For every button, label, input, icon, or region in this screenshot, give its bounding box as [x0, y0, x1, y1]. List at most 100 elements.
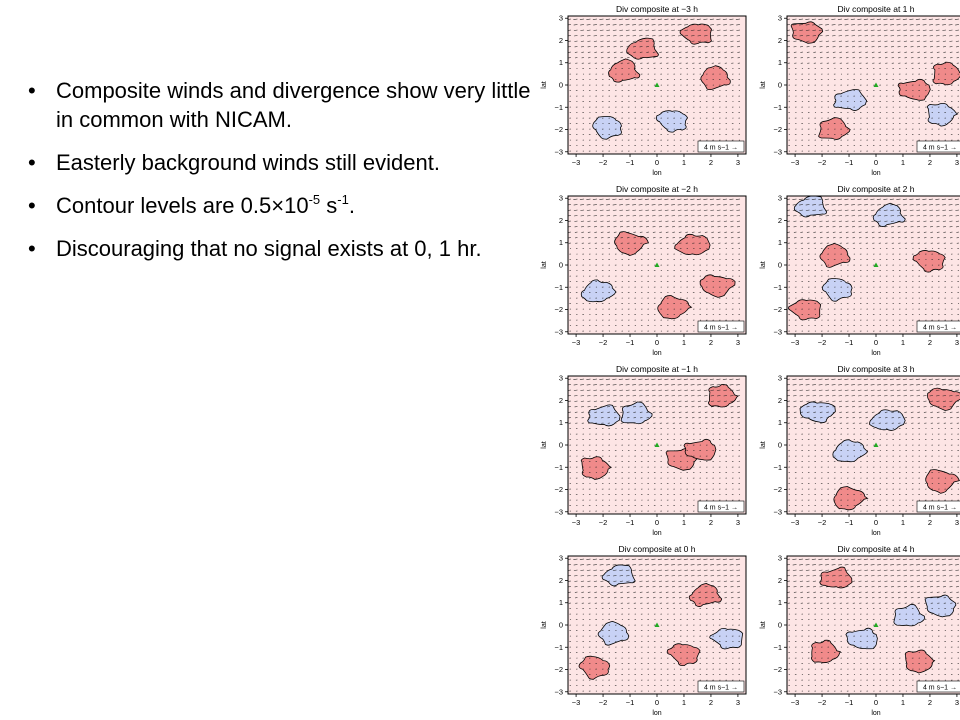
bullet-item: • Easterly background winds still evident… [22, 148, 532, 177]
div-composite-panel: Div composite at 3 h −3 −2 −1 0 1 2 3 3 2 1 0 −1 −2 −3… [757, 362, 960, 538]
x-tick-label: −2 [818, 698, 827, 707]
y-tick-label: 3 [559, 194, 563, 203]
x-tick-label: 2 [709, 518, 713, 527]
y-tick-label: 3 [778, 554, 782, 563]
vector-key-label: 4 m s−1 → [704, 325, 738, 332]
y-tick-label: 2 [778, 396, 782, 405]
wind-vectors [787, 198, 960, 332]
y-tick-label: 2 [559, 36, 563, 45]
center-marker-icon [654, 262, 660, 267]
wind-vectors [787, 18, 960, 152]
y-tick-label: 3 [559, 14, 563, 23]
bullet-list: • Composite winds and divergence show ver… [22, 76, 532, 277]
convergence-contour [688, 582, 723, 607]
wind-vectors [787, 378, 960, 512]
x-tick-label: 1 [682, 698, 686, 707]
y-tick-label: 0 [559, 621, 563, 630]
vector-key-label: 4 m s−1 → [923, 145, 957, 152]
vector-key-box [916, 680, 960, 693]
y-axis-label: lat [541, 441, 548, 448]
panel-title: Div composite at 2 h [837, 184, 914, 194]
x-tick-label: 2 [928, 698, 932, 707]
y-axis-label: lat [541, 81, 548, 88]
x-tick-label: −3 [791, 338, 800, 347]
vector-key-label: 4 m s−1 → [923, 505, 957, 512]
y-tick-label: 1 [778, 58, 782, 67]
panel-title: Div composite at 0 h [618, 544, 695, 554]
y-tick-label: −1 [554, 463, 563, 472]
x-tick-label: 1 [901, 518, 905, 527]
x-tick-label: −1 [626, 698, 635, 707]
convergence-contour [925, 469, 960, 494]
y-tick-label: −2 [554, 125, 563, 134]
convergence-contour [679, 23, 712, 45]
convergence-contour [818, 117, 851, 140]
x-tick-label: 3 [736, 158, 740, 167]
y-tick-label: 3 [559, 374, 563, 383]
y-tick-label: −1 [554, 283, 563, 292]
y-tick-label: 2 [559, 216, 563, 225]
y-axis-label: lat [760, 261, 767, 268]
x-tick-label: 2 [928, 338, 932, 347]
panel-svg: Div composite at 4 h −3 −2 −1 0 1 2 3 3 2 1 0 −1 −2 −3… [760, 544, 960, 717]
y-tick-label: 1 [559, 418, 563, 427]
y-tick-label: −3 [773, 507, 782, 516]
y-tick-label: −2 [554, 665, 563, 674]
vector-key-label: 4 m s−1 → [704, 685, 738, 692]
vector-key-box [697, 500, 745, 513]
x-tick-label: −3 [572, 158, 581, 167]
y-tick-label: 0 [559, 441, 563, 450]
convergence-contour [811, 639, 842, 664]
convergence-contour [614, 231, 649, 256]
x-tick-label: −1 [626, 158, 635, 167]
y-tick-label: −1 [554, 103, 563, 112]
convergence-contour [666, 643, 701, 667]
y-tick-label: −2 [773, 665, 782, 674]
y-tick-label: 1 [778, 598, 782, 607]
y-tick-label: −2 [773, 305, 782, 314]
panel-title: Div composite at 1 h [837, 4, 914, 14]
y-tick-label: 0 [559, 81, 563, 90]
y-axis-label: lat [541, 621, 548, 628]
y-tick-label: 2 [778, 576, 782, 585]
bullet-text: Discouraging that no signal exists at 0,… [56, 236, 482, 261]
panel-title: Div composite at −2 h [616, 184, 698, 194]
y-tick-label: 1 [559, 238, 563, 247]
bullet-dot: • [28, 236, 36, 261]
center-marker-icon [654, 622, 660, 627]
x-tick-label: −1 [845, 158, 854, 167]
y-tick-label: −1 [773, 283, 782, 292]
convergence-contour [932, 61, 960, 86]
div-composite-panel: Div composite at 0 h −3 −2 −1 0 1 2 3 3 2 1 0 −1 −2 −3… [538, 542, 753, 718]
bullet-dot: • [28, 193, 36, 218]
x-axis-label: lon [652, 530, 661, 537]
divergence-contour [821, 278, 853, 302]
x-tick-label: −1 [845, 698, 854, 707]
x-tick-label: 2 [928, 158, 932, 167]
divergence-contour [709, 627, 744, 650]
divergence-contour [620, 401, 653, 425]
convergence-contour [912, 250, 946, 273]
divergence-contour [597, 620, 630, 646]
center-marker-icon [654, 82, 660, 87]
divergence-contour [926, 103, 959, 127]
center-marker-icon [873, 442, 879, 447]
center-marker-icon [873, 82, 879, 87]
x-axis-label: lon [871, 350, 880, 357]
y-tick-label: 3 [559, 554, 563, 563]
x-tick-label: −3 [572, 698, 581, 707]
convergence-contour [580, 456, 612, 480]
x-tick-label: 1 [901, 338, 905, 347]
divergence-contour [833, 89, 868, 111]
vector-key-label: 4 m s−1 → [704, 505, 738, 512]
y-tick-label: −2 [773, 125, 782, 134]
panel-svg: Div composite at −1 h −3 −2 −1 0 1 2 3 3 2 1 0 −1 −2 −… [541, 364, 747, 537]
x-tick-label: −1 [845, 338, 854, 347]
x-tick-label: 2 [709, 338, 713, 347]
bullet-text: Composite winds and divergence show very… [56, 78, 531, 132]
divergence-contour [869, 409, 906, 431]
x-tick-label: −2 [599, 518, 608, 527]
x-tick-label: 0 [655, 518, 659, 527]
panel-title: Div composite at 3 h [837, 364, 914, 374]
x-tick-label: 1 [682, 158, 686, 167]
